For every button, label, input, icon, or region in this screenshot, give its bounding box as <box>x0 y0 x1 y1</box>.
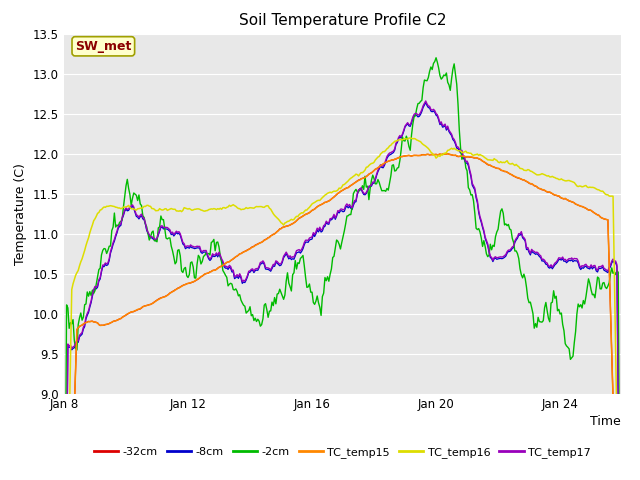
TC_temp17 <box>103 261 111 267</box>
-2cm <box>432 55 440 60</box>
Text: SW_met: SW_met <box>75 40 131 53</box>
-32cm <box>572 201 579 207</box>
-32cm <box>103 322 111 327</box>
-8cm <box>572 258 579 264</box>
TC_temp15 <box>444 151 452 156</box>
-32cm <box>502 168 509 174</box>
TC_temp17 <box>572 256 579 262</box>
TC_temp17 <box>502 252 509 257</box>
-2cm <box>490 243 498 249</box>
TC_temp16 <box>103 204 111 209</box>
-32cm <box>448 152 456 158</box>
-32cm <box>490 164 498 170</box>
TC_temp16 <box>448 145 456 151</box>
TC_temp15 <box>502 168 509 174</box>
TC_temp15 <box>383 159 391 165</box>
Line: -32cm: -32cm <box>64 154 621 480</box>
Line: TC_temp16: TC_temp16 <box>64 138 621 480</box>
-8cm <box>490 256 498 262</box>
TC_temp16 <box>490 156 498 162</box>
TC_temp15 <box>572 201 579 207</box>
TC_temp17 <box>448 131 456 137</box>
TC_temp16 <box>406 135 414 141</box>
Text: Time: Time <box>590 415 621 428</box>
Title: Soil Temperature Profile C2: Soil Temperature Profile C2 <box>239 13 446 28</box>
TC_temp16 <box>572 181 579 187</box>
TC_temp16 <box>502 159 509 165</box>
-32cm <box>383 159 391 165</box>
-2cm <box>448 76 456 82</box>
-32cm <box>444 151 452 156</box>
TC_temp17 <box>422 98 429 104</box>
Line: TC_temp17: TC_temp17 <box>64 101 621 480</box>
-2cm <box>383 186 391 192</box>
-8cm <box>383 156 391 161</box>
Line: -2cm: -2cm <box>64 58 621 480</box>
TC_temp17 <box>383 154 391 159</box>
Line: -8cm: -8cm <box>64 103 621 480</box>
Line: TC_temp15: TC_temp15 <box>64 154 621 480</box>
TC_temp15 <box>448 152 456 157</box>
TC_temp16 <box>383 146 391 152</box>
Legend: -32cm, -8cm, -2cm, TC_temp15, TC_temp16, TC_temp17: -32cm, -8cm, -2cm, TC_temp15, TC_temp16,… <box>90 443 595 462</box>
-2cm <box>502 221 509 227</box>
-8cm <box>448 132 456 138</box>
-2cm <box>572 329 579 335</box>
Y-axis label: Temperature (C): Temperature (C) <box>15 163 28 264</box>
-8cm <box>422 100 429 106</box>
-2cm <box>103 251 111 256</box>
TC_temp17 <box>490 254 498 260</box>
-8cm <box>502 253 509 259</box>
-8cm <box>103 263 111 268</box>
TC_temp15 <box>490 164 498 170</box>
TC_temp15 <box>103 322 111 327</box>
